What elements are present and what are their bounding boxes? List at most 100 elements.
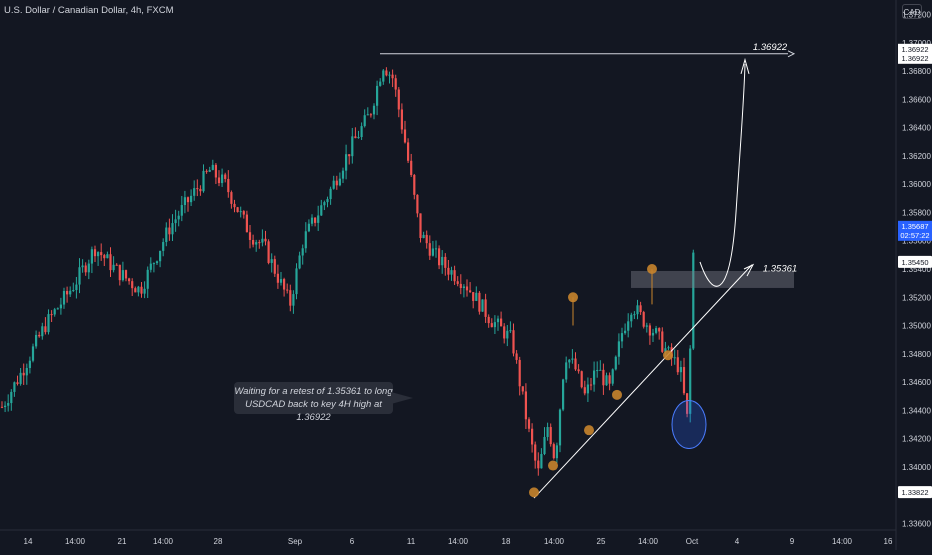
candle-body xyxy=(403,129,407,143)
candle-body xyxy=(38,334,41,337)
candle-body xyxy=(320,205,323,216)
candle-body xyxy=(149,263,152,270)
candle-body xyxy=(667,347,670,349)
candle-body xyxy=(552,444,555,459)
candle-body xyxy=(314,217,317,223)
candle-body xyxy=(295,268,298,295)
candle-body xyxy=(469,290,472,293)
candle-body xyxy=(679,367,682,373)
x-tick-label: 4 xyxy=(735,537,740,546)
note-line-1: Waiting for a retest of 1.35361 to long xyxy=(234,386,393,397)
candle-body xyxy=(199,188,202,192)
candle-body xyxy=(75,284,78,291)
candle-body xyxy=(56,308,59,310)
candle-body xyxy=(580,371,583,388)
candle-body xyxy=(465,286,469,291)
candle-body xyxy=(577,369,580,372)
candle-body xyxy=(385,70,388,76)
candle-body xyxy=(376,85,379,106)
candle-body xyxy=(283,279,286,290)
candle-body xyxy=(596,370,599,372)
candle-body xyxy=(307,223,310,232)
candle-body xyxy=(531,428,534,445)
candle-body xyxy=(137,286,140,293)
candle-body xyxy=(128,278,131,282)
candle-body xyxy=(28,360,31,369)
candle-body xyxy=(407,142,410,161)
candle-body xyxy=(165,227,168,243)
candle-body xyxy=(286,289,289,291)
annotation-note: Waiting for a retest of 1.35361 to long … xyxy=(234,382,413,423)
candle-body xyxy=(459,283,462,288)
candle-body xyxy=(25,368,28,376)
candle-body xyxy=(509,330,512,332)
candle-body xyxy=(227,178,230,193)
x-tick-label: 14:00 xyxy=(65,537,86,546)
candle-body xyxy=(493,322,496,328)
candle-body xyxy=(292,294,295,306)
note-line-2: USDCAD back to key 4H high at 1.36922 xyxy=(245,399,382,423)
drawings: 1.36922 1.35361 xyxy=(380,42,797,499)
candle-body xyxy=(174,219,177,224)
grid xyxy=(0,0,897,550)
candle-body xyxy=(171,223,174,235)
candle-body xyxy=(472,292,475,301)
y-tick-label: 1.35000 xyxy=(902,322,931,331)
candle-body xyxy=(62,290,66,305)
candle-body xyxy=(354,136,357,139)
candle-body xyxy=(180,205,183,216)
candle-body xyxy=(617,341,620,357)
y-tick-label: 1.35600 xyxy=(902,237,931,246)
candle-body xyxy=(4,405,7,408)
candle-body xyxy=(44,326,47,333)
candle-body xyxy=(121,270,124,281)
candle-body xyxy=(369,114,372,116)
candle-body xyxy=(109,254,112,271)
candle-body xyxy=(193,188,196,196)
x-tick-label: 14:00 xyxy=(153,537,174,546)
projection-curve xyxy=(699,63,746,287)
candle-body xyxy=(239,211,242,213)
candle-body xyxy=(441,256,444,266)
x-tick-label: 9 xyxy=(790,537,795,546)
candle-body xyxy=(162,242,165,251)
candle-body xyxy=(692,252,695,349)
candle-body xyxy=(230,192,233,204)
candle-body xyxy=(323,202,326,206)
y-tick-label: 1.36600 xyxy=(902,95,931,104)
symbol-title: U.S. Dollar / Canadian Dollar, 4h, FXCM xyxy=(4,5,174,16)
candle-body xyxy=(273,259,276,274)
candle-body xyxy=(438,248,441,266)
candle-body xyxy=(13,382,16,392)
candle-body xyxy=(651,332,655,336)
current-price-tag: 1.35687 xyxy=(901,222,928,231)
candle-body xyxy=(366,114,369,116)
x-tick-label: 14:00 xyxy=(832,537,853,546)
candle-body xyxy=(261,238,264,243)
candle-body xyxy=(221,174,224,184)
candle-body xyxy=(416,194,419,214)
x-tick-label: 11 xyxy=(407,537,416,546)
y-tick-label: 1.34600 xyxy=(902,378,931,387)
candle-body xyxy=(155,261,159,264)
candle-body xyxy=(245,214,248,233)
candle-body xyxy=(391,74,394,79)
candle-body xyxy=(115,264,118,266)
candle-body xyxy=(335,180,338,186)
candle-body xyxy=(329,188,332,200)
candle-body xyxy=(81,265,84,268)
currency-button[interactable]: CAD xyxy=(902,4,922,19)
pivot-marker xyxy=(663,350,673,361)
x-tick-label: 16 xyxy=(884,537,893,546)
candle-body xyxy=(100,252,103,256)
candle-body xyxy=(593,370,596,385)
level-high-tag-bg xyxy=(898,43,932,64)
candle-body xyxy=(267,241,270,263)
candle-body xyxy=(196,188,199,190)
candle-body xyxy=(689,348,692,414)
x-tick-label: Sep xyxy=(288,537,303,546)
x-tick-label: 21 xyxy=(118,537,127,546)
y-tick-label: 1.36200 xyxy=(902,152,931,161)
